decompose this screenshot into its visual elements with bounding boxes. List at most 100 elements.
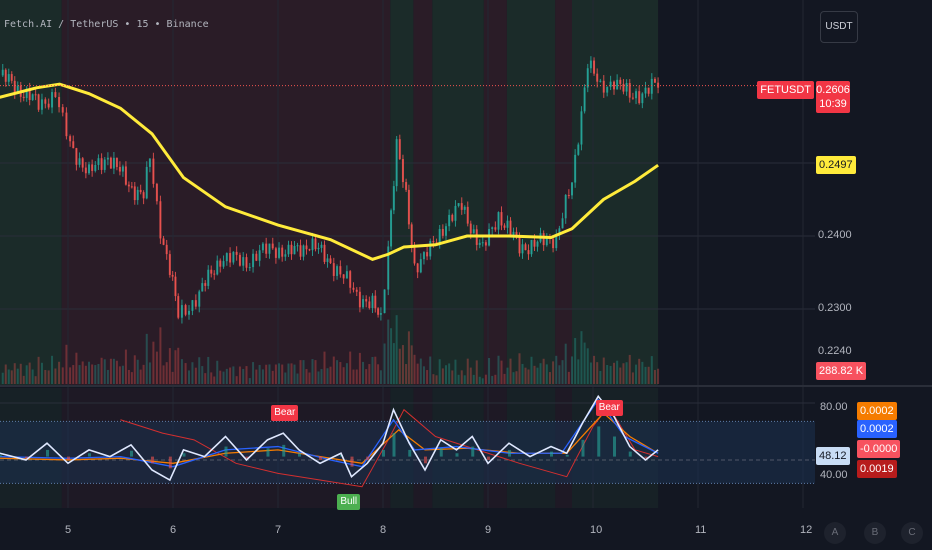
candle-body <box>390 210 393 247</box>
scale-button-b[interactable]: B <box>864 522 886 544</box>
volume-bar <box>478 376 481 384</box>
candle-body <box>533 239 536 247</box>
volume-bar <box>622 363 625 384</box>
bull-band <box>0 0 62 385</box>
candle-body <box>558 228 561 235</box>
volume-bar <box>631 372 634 384</box>
volume-bar <box>606 364 609 384</box>
volume-bar <box>365 369 368 384</box>
volume-bar <box>278 363 281 384</box>
volume-bar <box>491 375 494 384</box>
volume-bar <box>580 331 583 384</box>
candle-body <box>58 96 61 108</box>
volume-bar <box>545 364 548 384</box>
volume-bar <box>201 366 204 384</box>
candle-body <box>561 218 564 229</box>
volume-bar <box>339 362 342 384</box>
candle-body <box>638 91 641 104</box>
ma-value-tag: 0.2497 <box>816 156 856 174</box>
osc-histogram-bar <box>565 454 569 457</box>
scale-button-c[interactable]: C <box>901 522 923 544</box>
volume-bar <box>371 356 374 384</box>
candle-body <box>265 243 268 254</box>
volume-bar <box>103 359 106 384</box>
candle-body <box>274 248 277 258</box>
time-label: 12 <box>800 524 813 536</box>
candle-body <box>106 157 109 160</box>
volume-bar <box>180 359 183 384</box>
candle-body <box>622 83 625 92</box>
volume-bar <box>561 360 564 384</box>
candle-body <box>44 99 47 104</box>
candle-body <box>124 166 127 185</box>
volume-bar <box>314 360 317 384</box>
volume-bar <box>258 364 261 384</box>
volume-bar <box>207 356 210 384</box>
osc-value-red: -0.0000 <box>857 440 901 458</box>
volume-bar <box>210 372 213 384</box>
candle-body <box>619 79 622 84</box>
candle-body <box>159 201 162 239</box>
volume-bar <box>323 351 326 384</box>
osc-histogram-bar <box>392 433 396 457</box>
moving-average-line <box>0 82 659 261</box>
volume-bar <box>75 352 78 384</box>
osc-histogram-bar <box>282 444 286 457</box>
candle-body <box>358 291 361 308</box>
candle-body <box>232 251 235 263</box>
volume-bar <box>191 362 194 384</box>
candle-body <box>229 253 232 263</box>
candle-body <box>536 241 539 247</box>
volume-bar <box>577 359 580 384</box>
volume-bar <box>377 364 380 384</box>
candle-body <box>410 224 413 248</box>
candle-body <box>225 253 228 262</box>
volume-bar <box>177 347 180 384</box>
volume-bar <box>435 375 438 384</box>
currency-button[interactable]: USDT <box>820 11 858 43</box>
volume-bar <box>527 369 530 384</box>
volume-bar <box>407 331 410 384</box>
volume-bar <box>463 375 466 384</box>
candle-body <box>10 74 13 81</box>
volume-bar <box>355 369 358 384</box>
candle-body <box>339 266 342 275</box>
candle-body <box>69 136 72 142</box>
candle-body <box>177 296 180 318</box>
volume-bar <box>657 368 660 384</box>
candle-body <box>210 269 213 274</box>
osc-histogram-bar <box>319 456 322 460</box>
auto-scale-button[interactable]: A <box>824 522 846 544</box>
osc-histogram-bar <box>46 449 49 457</box>
volume-bar <box>252 362 255 384</box>
volume-bar <box>609 365 612 384</box>
volume-bar <box>168 348 171 384</box>
volume-value-tag: 288.82 K <box>816 362 867 380</box>
candle-body <box>500 212 503 226</box>
candle-body <box>118 166 121 172</box>
candle-body <box>574 154 577 183</box>
volume-bar <box>641 361 644 384</box>
volume-bar <box>586 348 589 384</box>
osc-histogram-bar <box>581 439 585 457</box>
candle-body <box>441 229 444 236</box>
candle-body <box>287 244 290 255</box>
candle-body <box>398 139 401 160</box>
volume-bar <box>571 356 573 384</box>
candle-body <box>191 300 194 311</box>
osc-histogram-bar <box>439 448 443 457</box>
candle-body <box>374 295 377 309</box>
last-price: 0.2606 <box>816 84 850 96</box>
volume-bar <box>194 367 197 384</box>
candlesticks <box>1 56 660 324</box>
volume-bar <box>165 362 168 384</box>
candle-body <box>542 233 545 246</box>
candle-body <box>593 60 596 74</box>
candle-body <box>336 266 339 276</box>
candle-body <box>245 257 248 268</box>
volume-bar <box>31 369 34 384</box>
time-label: 8 <box>380 524 387 536</box>
volume-bar <box>438 359 441 384</box>
volume-bar <box>329 366 332 384</box>
